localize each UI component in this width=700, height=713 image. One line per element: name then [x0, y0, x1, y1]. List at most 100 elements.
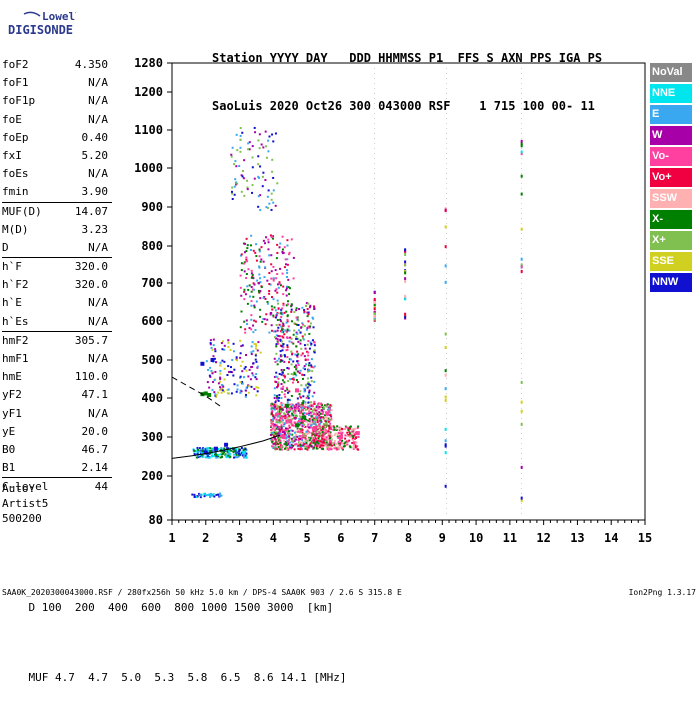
- echo-point: [274, 316, 277, 319]
- echo-point: [273, 405, 276, 408]
- echo-point: [322, 448, 325, 451]
- echo-point: [318, 432, 321, 435]
- echo-point: [227, 455, 230, 458]
- echo-point: [289, 415, 292, 418]
- echo-point: [275, 288, 278, 291]
- echo-point: [288, 414, 291, 417]
- echo-point: [290, 303, 293, 306]
- echo-point: [287, 443, 290, 446]
- echo-point: [210, 494, 213, 497]
- echo-point: [271, 418, 274, 421]
- echo-point: [328, 407, 331, 410]
- echo-point: [271, 445, 274, 448]
- echo-point: [321, 434, 324, 437]
- echo-point: [304, 403, 307, 406]
- echo-point: [291, 377, 294, 380]
- echo-point: [329, 436, 332, 439]
- echo-point: [269, 312, 272, 315]
- echo-point: [272, 279, 275, 282]
- echo-point: [283, 333, 286, 336]
- echo-point: [338, 427, 341, 430]
- echo-point: [209, 494, 212, 497]
- echo-point: [271, 441, 274, 444]
- echo-point: [317, 439, 320, 442]
- echo-point: [285, 427, 288, 430]
- echo-point: [330, 434, 333, 437]
- echo-point: [258, 291, 261, 294]
- echo-point: [272, 405, 275, 408]
- echo-point: [220, 388, 223, 391]
- param-name: h`F: [2, 260, 22, 274]
- echo-point: [334, 432, 337, 435]
- echo-point: [214, 448, 217, 451]
- echo-point: [299, 390, 302, 393]
- echo-point: [220, 387, 223, 390]
- echo-point: [201, 452, 204, 455]
- echo-point: [241, 360, 244, 363]
- echo-point: [280, 339, 283, 342]
- echo-point: [312, 402, 315, 405]
- muf-cell: [MHz]: [306, 671, 347, 684]
- echo-point: [318, 412, 321, 415]
- echo-point: [315, 440, 318, 443]
- echo-point: [280, 368, 283, 371]
- echo-point: [284, 437, 287, 440]
- echo-point: [282, 251, 285, 254]
- echo-point: [347, 429, 350, 432]
- echo-point: [280, 325, 283, 328]
- echo-point: [260, 143, 263, 146]
- echo-point: [246, 247, 249, 250]
- echo-point: [304, 384, 307, 387]
- echo-point: [276, 338, 279, 341]
- echo-point: [444, 209, 447, 213]
- echo-point: [302, 408, 305, 411]
- param-name: hmF2: [2, 333, 29, 347]
- echo-point: [291, 446, 294, 449]
- echo-point: [234, 160, 237, 163]
- echo-point: [303, 417, 306, 420]
- echo-point: [227, 388, 230, 391]
- echo-point: [327, 436, 330, 439]
- echo-point: [299, 410, 302, 413]
- echo-point: [274, 330, 277, 333]
- echo-point: [373, 311, 376, 315]
- echo-point: [303, 416, 306, 419]
- echo-point: [276, 363, 279, 366]
- echo-point: [299, 422, 302, 425]
- echo-point: [309, 341, 312, 344]
- echo-point: [304, 415, 307, 418]
- echo-point: [226, 450, 229, 453]
- echo-point: [228, 456, 231, 459]
- echo-point: [292, 409, 295, 412]
- echo-point: [302, 338, 305, 341]
- echo-point: [219, 364, 222, 367]
- echo-point: [256, 390, 259, 393]
- echo-point: [286, 348, 289, 351]
- echo-point: [283, 430, 286, 433]
- echo-point: [285, 447, 288, 450]
- echo-point: [273, 446, 276, 449]
- echo-point: [295, 368, 298, 371]
- echo-point: [310, 365, 313, 368]
- muf-cell: 200: [61, 601, 95, 614]
- echo-point: [286, 271, 289, 274]
- echo-point: [275, 438, 278, 441]
- echo-point: [280, 435, 283, 438]
- echo-point: [233, 193, 236, 196]
- echo-point: [293, 404, 296, 407]
- echo-point: [219, 449, 222, 452]
- echo-point: [229, 455, 232, 458]
- echo-point: [273, 407, 276, 410]
- echo-point: [306, 425, 309, 428]
- echo-point: [295, 438, 298, 441]
- echo-point: [275, 445, 278, 448]
- echo-point: [298, 308, 301, 311]
- echo-point: [293, 365, 296, 368]
- echo-point: [312, 436, 315, 439]
- echo-point: [318, 425, 321, 428]
- x-tick-label: 6: [337, 531, 344, 545]
- echo-point: [243, 261, 246, 264]
- echo-point: [340, 427, 343, 430]
- echo-point: [235, 456, 238, 459]
- series-point: [224, 442, 229, 447]
